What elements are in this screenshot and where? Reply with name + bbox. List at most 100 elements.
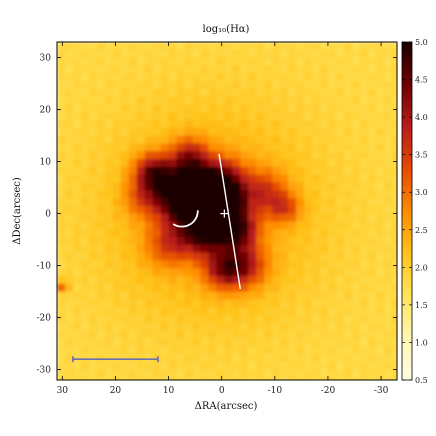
heatmap-cell [272,252,281,261]
heatmap-cell [248,205,257,215]
heatmap-cell [264,338,273,347]
heatmap-cell [144,135,154,144]
heatmap-cell [168,354,178,363]
heatmap-cell [375,354,385,363]
heatmap-cell [152,315,162,324]
heatmap-cell [375,81,385,90]
heatmap-cell [144,73,154,82]
heatmap-cell [319,354,329,363]
heatmap-cell [288,159,297,168]
heatmap-cell [248,42,257,51]
heatmap-cell [144,276,154,285]
heatmap-cell [248,276,257,285]
heatmap-cell [168,283,178,293]
heatmap-cell [304,221,313,230]
heatmap-cell [64,244,74,254]
heatmap-cell [168,346,178,355]
heatmap-cell [375,338,385,347]
heatmap-cell [96,377,106,380]
heatmap-cell [256,244,265,254]
heatmap-cell [144,322,154,332]
heatmap-cell [224,354,233,363]
heatmap-cell [232,88,241,98]
heatmap-cell [57,338,66,347]
heatmap-cell [288,205,297,215]
heatmap-cell [200,88,210,98]
heatmap-cell [240,81,249,90]
heatmap-cell [256,65,265,74]
heatmap-cell [176,151,186,160]
heatmap-cell [57,315,66,324]
heatmap-cell [88,112,98,121]
heatmap-cell [128,174,138,183]
heatmap-cell [319,361,329,371]
heatmap-cell [168,268,178,277]
heatmap-cell [152,369,162,378]
heatmap-cell [208,198,217,207]
heatmap-cell [152,127,162,137]
heatmap-cell [240,182,249,191]
heatmap-cell [248,338,257,347]
heatmap-cell [312,369,321,378]
heatmap-cell [200,205,210,215]
heatmap-cell [359,151,369,160]
heatmap-cell [351,244,361,254]
heatmap-cell [312,260,321,269]
heatmap-cell [232,143,241,152]
slit-line [218,153,241,290]
heatmap-cell [304,283,313,293]
heatmap-cell [304,361,313,371]
heatmap-cell [168,322,178,332]
heatmap-cell [351,322,361,332]
heatmap-cell [80,143,90,152]
heatmap-cell [248,151,257,160]
heatmap-cell [335,42,345,51]
heatmap-cell [367,338,377,347]
heatmap-cell [391,104,397,113]
heatmap-cell [256,346,265,355]
heatmap-cell [192,151,202,160]
heatmap-cell [288,361,297,371]
heatmap-cell [104,198,114,207]
heatmap-cell [367,213,377,222]
colorbar-ticks: 0.51.01.52.02.53.03.54.04.55.0 [402,38,428,385]
heatmap-cell [176,159,186,168]
heatmap-cell [343,283,353,293]
heatmap-cell [168,182,178,191]
heatmap-cell [272,73,281,82]
heatmap-cell [256,283,265,293]
heatmap-cell [64,151,74,160]
heatmap-cell [256,205,265,215]
heatmap-cell [128,361,138,371]
heatmap-cell [57,159,66,168]
heatmap-cell [80,57,90,66]
heatmap-cell [72,252,82,261]
heatmap-cell [128,369,138,378]
heatmap-cell [168,276,178,285]
heatmap-cell [375,237,385,246]
heatmap-cell [391,135,397,144]
heatmap-cell [152,81,162,90]
heatmap-cell [136,135,146,144]
heatmap-cell [208,299,217,308]
heatmap-cell [168,221,178,230]
heatmap-cell [288,330,297,339]
heatmap-cell [256,49,265,59]
heatmap-cell [168,377,178,380]
heatmap-cell [192,190,202,199]
heatmap-cell [112,276,122,285]
heatmap-cell [216,104,225,113]
heatmap-cell [319,57,329,66]
heatmap-cell [144,213,154,222]
heatmap-cell [224,252,233,261]
heatmap-cell [200,190,210,199]
heatmap-cell [72,166,82,176]
heatmap-cell [312,283,321,293]
heatmap-cell [391,127,397,137]
heatmap-cell [168,307,178,316]
heatmap-cell [232,57,241,66]
heatmap-cell [152,229,162,238]
heatmap-cell [312,330,321,339]
heatmap-cell [192,143,202,152]
heatmap-cell [248,361,257,371]
